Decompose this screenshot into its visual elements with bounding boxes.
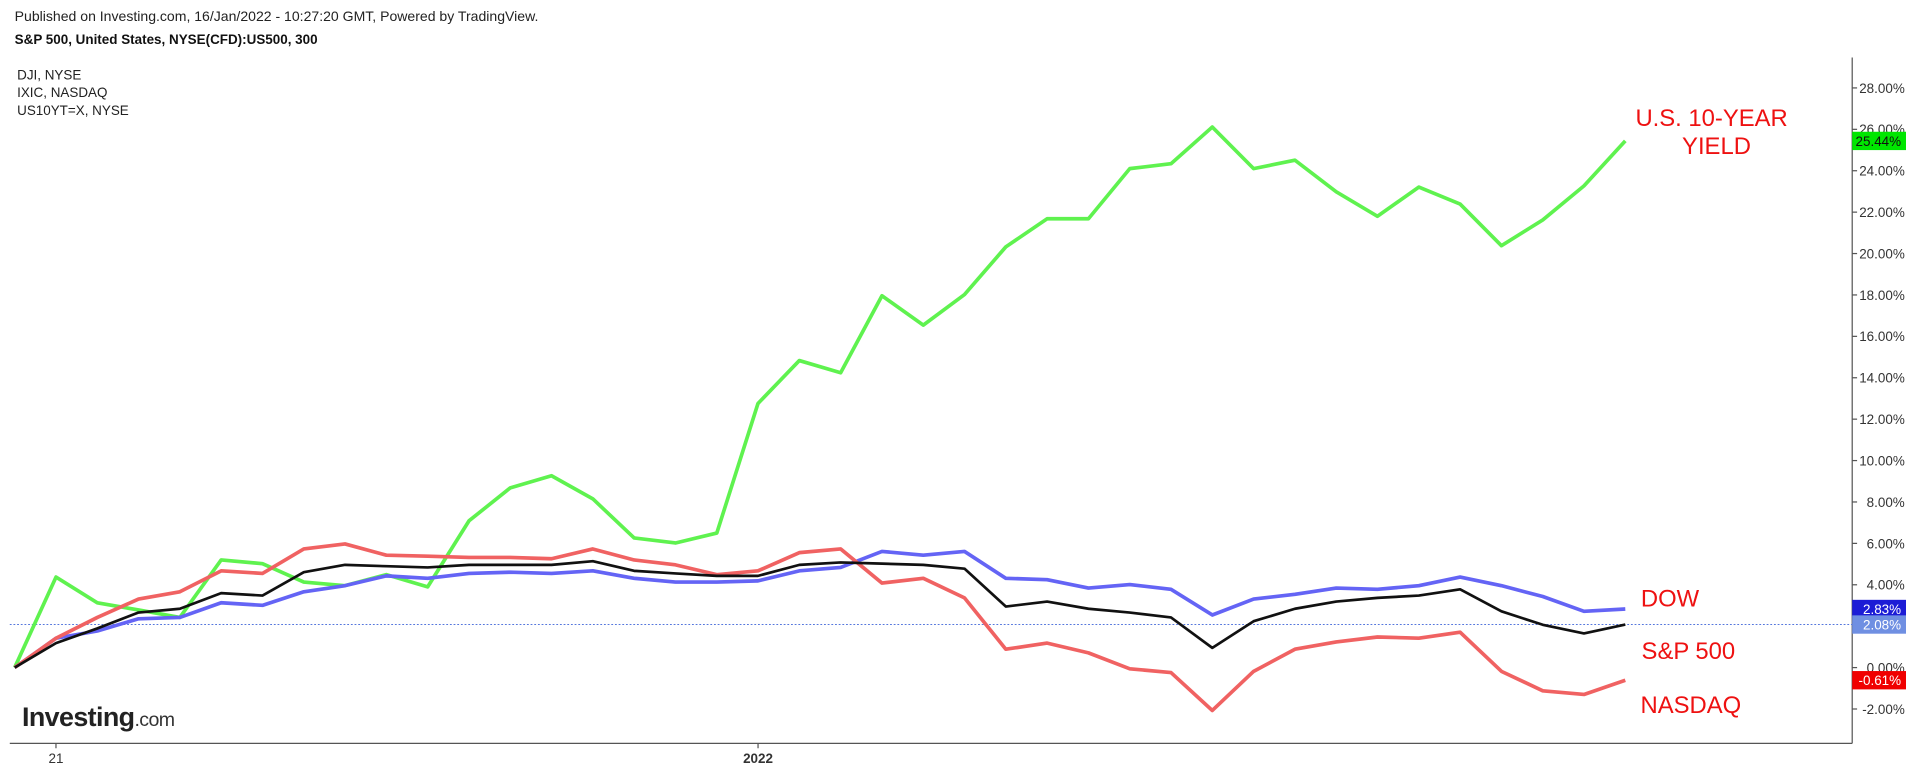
last-value-box <box>1852 131 1906 151</box>
legend-entry: IXIC, NASDAQ <box>17 85 107 100</box>
legend-entry: DJI, NYSE <box>17 68 81 83</box>
logo: Investing.com <box>22 702 174 732</box>
x-tick-label: 21 <box>48 751 63 766</box>
x-tick-label: 2022 <box>743 751 773 766</box>
y-tick-label: -2.00% <box>1862 702 1905 717</box>
annotation: DOW <box>1641 585 1700 612</box>
annotation: U.S. 10-YEAR <box>1635 105 1787 132</box>
series-line <box>13 542 1626 713</box>
y-tick-label: 20.00% <box>1859 246 1905 261</box>
y-tick-label: 22.00% <box>1859 205 1905 220</box>
series-line <box>13 549 1626 670</box>
logo-brand: Investing <box>22 702 134 732</box>
y-tick-label: 16.00% <box>1859 329 1905 344</box>
y-tick-label: 6.00% <box>1867 536 1905 551</box>
last-value-label: 2.08% <box>1863 617 1901 632</box>
last-value-box <box>1852 615 1906 634</box>
y-tick-label: 4.00% <box>1867 578 1905 593</box>
legend-entry: US10YT=X, NYSE <box>17 103 129 118</box>
chart-title: S&P 500, United States, NYSE(CFD):US500,… <box>15 32 318 47</box>
series-line <box>13 559 1626 669</box>
y-tick-label: 10.00% <box>1859 453 1905 468</box>
y-tick-label: 12.00% <box>1859 412 1905 427</box>
y-tick-label: 8.00% <box>1867 495 1905 510</box>
y-tick-label: 24.00% <box>1859 164 1905 179</box>
series-line <box>13 125 1627 669</box>
published-note: Published on Investing.com, 16/Jan/2022 … <box>15 8 539 24</box>
last-value-box <box>1852 671 1906 690</box>
last-value-label: 2.83% <box>1863 602 1901 617</box>
y-tick-label: 14.00% <box>1859 371 1905 386</box>
logo-suffix: .com <box>134 709 174 731</box>
last-value-label: -0.61% <box>1859 673 1902 688</box>
y-tick-label: 28.00% <box>1859 81 1905 96</box>
annotation: YIELD <box>1682 133 1751 160</box>
y-tick-label: 18.00% <box>1859 288 1905 303</box>
annotation: S&P 500 <box>1642 638 1736 665</box>
last-value-label: 25.44% <box>1856 134 1902 149</box>
annotation: NASDAQ <box>1641 692 1742 719</box>
last-value-box <box>1852 599 1906 619</box>
